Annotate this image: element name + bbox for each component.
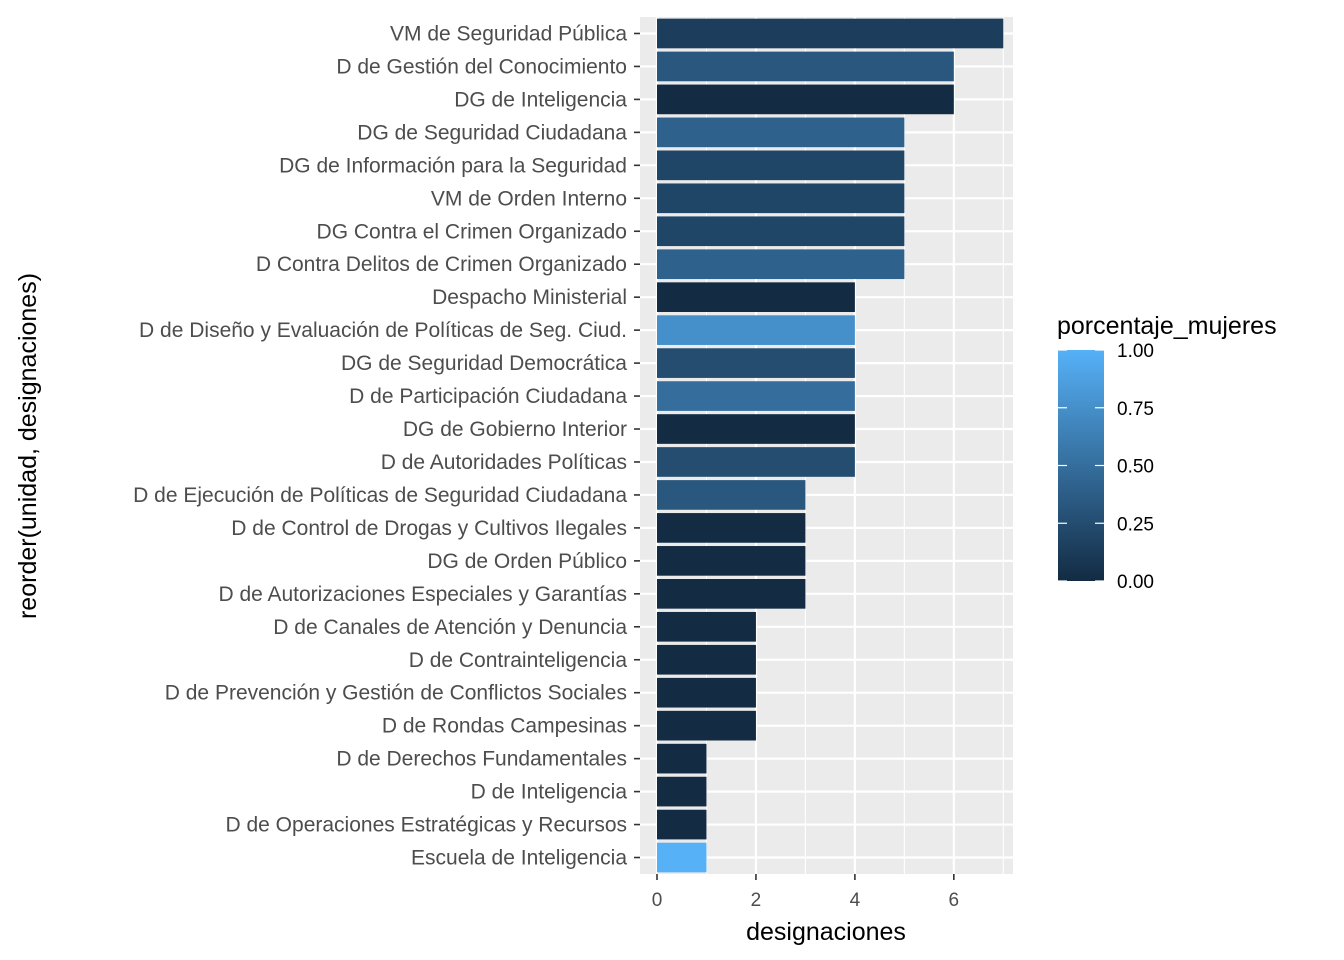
bars [657,18,1004,873]
legend-tick-label: 0.00 [1117,572,1154,593]
category-label: D de Participación Ciudadana [349,385,627,408]
category-label: D de Derechos Fundamentales [336,748,627,771]
category-label: D de Canales de Atención y Denuncia [273,616,627,639]
bar [657,546,806,576]
category-label: D de Diseño y Evaluación de Políticas de… [139,319,627,342]
bar [657,447,855,477]
bar [657,480,806,510]
category-label: D de Inteligencia [471,781,628,804]
category-label: D de Rondas Campesinas [382,715,627,738]
bar [657,578,806,609]
legend-tick-label: 0.25 [1117,514,1154,535]
bar [657,18,1004,49]
bar [657,743,707,774]
x-tick-label: 4 [850,890,861,911]
category-label: DG de Información para la Seguridad [279,154,627,177]
bar [657,381,855,411]
x-tick-label: 2 [751,890,762,911]
bar [657,644,756,675]
bar [657,84,954,115]
category-label: D de Contrainteligencia [409,649,628,672]
category-label: DG de Orden Público [427,550,627,573]
bar [657,216,905,247]
bar [657,282,855,313]
legend-tick-label: 1.00 [1117,341,1154,362]
category-label: D de Autoridades Políticas [381,451,627,474]
category-label: DG de Seguridad Democrática [341,352,627,375]
category-label: D de Gestión del Conocimiento [336,55,627,78]
bar [657,51,954,82]
bar [657,611,756,642]
bar [657,776,707,807]
bar [657,710,756,741]
color-legend: porcentaje_mujeres 0.00 0.25 0.50 0.75 1.00 [1057,312,1277,593]
bar [657,315,855,345]
category-label: Despacho Ministerial [432,286,627,309]
x-tick-label: 6 [949,890,960,911]
category-label: D de Autorizaciones Especiales y Garantí… [218,583,627,606]
bar [657,183,905,214]
legend-tick-label: 0.50 [1117,457,1154,478]
bar [657,414,855,444]
category-label: D de Prevención y Gestión de Conflictos … [165,682,627,705]
x-axis-title: designaciones [746,918,906,946]
category-label: DG de Gobierno Interior [403,418,627,441]
category-label: VM de Seguridad Pública [390,22,627,45]
bar [657,150,905,181]
category-label: Escuela de Inteligencia [411,847,627,870]
category-label: DG de Seguridad Ciudadana [357,121,627,144]
bar [657,513,806,543]
category-label: DG Contra el Crimen Organizado [317,220,627,243]
x-tick-label: 0 [652,890,663,911]
bar [657,677,756,708]
category-label: DG de Inteligencia [454,88,627,111]
bar [657,117,905,148]
bar [657,249,905,280]
bar [657,348,855,378]
category-label: VM de Orden Interno [431,187,627,210]
legend-ticks: 0.00 0.25 0.50 0.75 1.00 [1058,341,1154,593]
y-axis-title: reorder(unidad, designaciones) [14,273,42,619]
category-axis-labels: VM de Seguridad Pública D de Gestión del … [133,22,640,870]
category-label: D de Operaciones Estratégicas y Recursos [225,814,627,837]
bar [657,809,707,840]
category-label: D de Control de Drogas y Cultivos Ilegal… [231,517,627,540]
x-axis: 0 2 4 6 [652,874,959,911]
bar [657,842,707,873]
legend-title: porcentaje_mujeres [1057,312,1277,340]
category-label: D Contra Delitos de Crimen Organizado [256,253,627,276]
category-label: D de Ejecución de Políticas de Seguridad… [133,484,627,507]
legend-tick-label: 0.75 [1117,399,1154,420]
